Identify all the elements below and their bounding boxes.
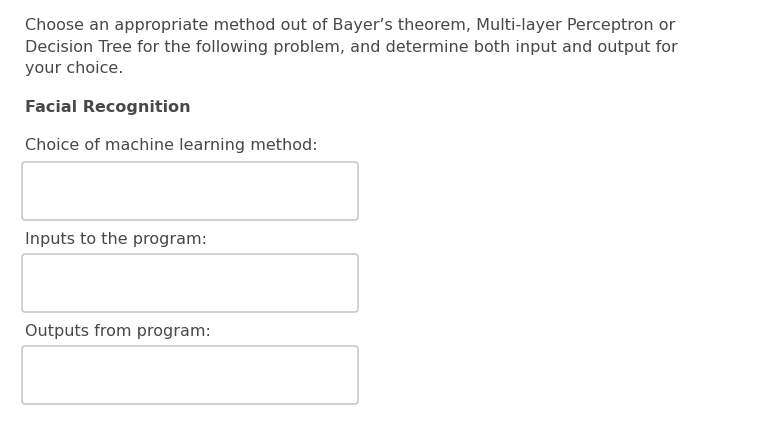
FancyBboxPatch shape	[22, 254, 358, 312]
Text: Inputs to the program:: Inputs to the program:	[25, 232, 207, 247]
Text: Choose an appropriate method out of Bayer’s theorem, Multi-layer Perceptron or
D: Choose an appropriate method out of Baye…	[25, 18, 678, 76]
Text: Facial Recognition: Facial Recognition	[25, 100, 190, 115]
FancyBboxPatch shape	[22, 346, 358, 404]
FancyBboxPatch shape	[22, 162, 358, 220]
Text: Outputs from program:: Outputs from program:	[25, 324, 211, 339]
Text: Choice of machine learning method:: Choice of machine learning method:	[25, 138, 317, 153]
